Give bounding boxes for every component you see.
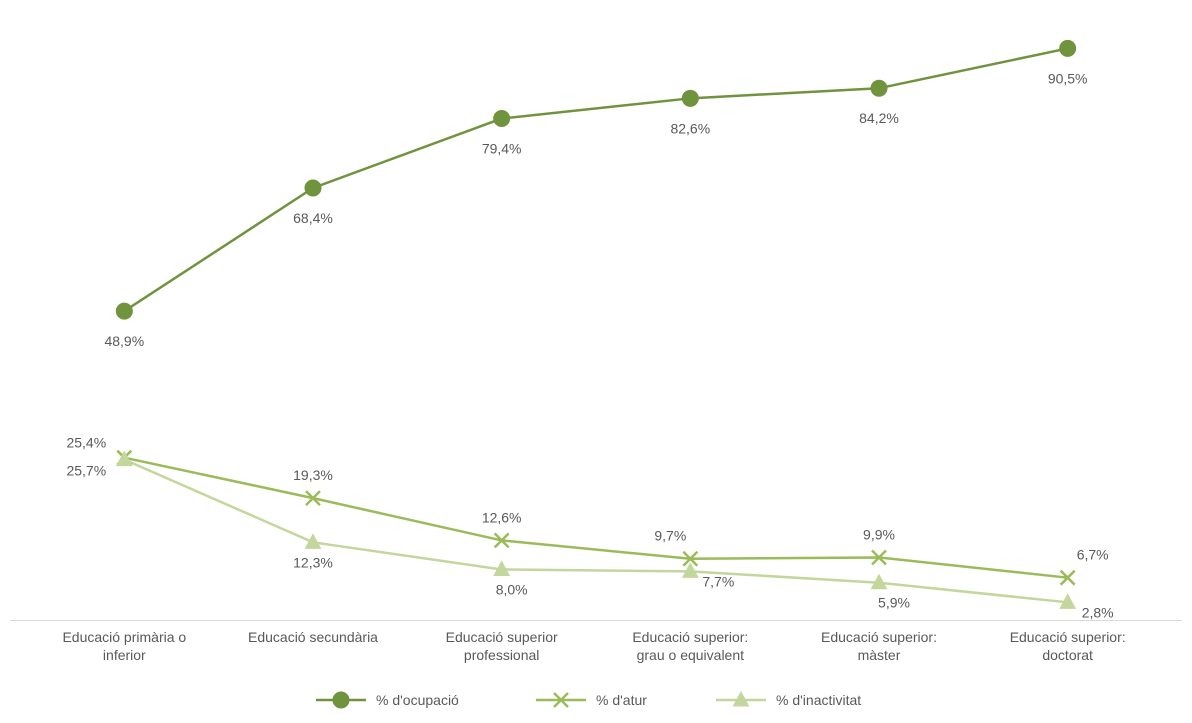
- data-point: 6,7%: [1061, 547, 1109, 585]
- svg-text:Educació superior:: Educació superior:: [632, 629, 748, 645]
- x-axis-label: Educació superior: grau o equivalent: [632, 629, 748, 663]
- series-line: [124, 460, 1067, 603]
- x-axis-label: Educació superior professional: [446, 629, 558, 663]
- data-label: 12,3%: [293, 554, 333, 570]
- line-chart: Educació primària o inferior Educació secu…: [0, 0, 1192, 723]
- legend-label: % d'inactivitat: [776, 692, 861, 708]
- data-point: 8,0%: [494, 561, 528, 597]
- data-label: 79,4%: [482, 141, 522, 157]
- legend-label: % d'ocupació: [376, 692, 459, 708]
- svg-text:Educació superior:: Educació superior:: [821, 629, 937, 645]
- data-label: 68,4%: [293, 210, 333, 226]
- svg-text:Educació secundària: Educació secundària: [248, 629, 378, 645]
- data-point: 9,7%: [654, 528, 697, 566]
- legend-label: % d'atur: [596, 692, 647, 708]
- svg-text:doctorat: doctorat: [1042, 647, 1093, 663]
- x-axis-label: Educació secundària: [248, 629, 378, 645]
- data-label: 9,9%: [863, 526, 895, 542]
- data-point: 48,9%: [104, 303, 144, 349]
- data-point: 12,3%: [293, 534, 333, 570]
- data-point: 84,2%: [859, 80, 899, 126]
- svg-text:Educació superior: Educació superior: [446, 629, 558, 645]
- data-label: 84,2%: [859, 110, 899, 126]
- data-label: 6,7%: [1077, 547, 1109, 563]
- data-label: 7,7%: [702, 573, 734, 589]
- svg-text:grau o equivalent: grau o equivalent: [637, 647, 745, 663]
- data-label: 12,6%: [482, 509, 522, 525]
- legend-item: % d'inactivitat: [716, 692, 861, 708]
- data-label: 19,3%: [293, 467, 333, 483]
- legend-item: % d'ocupació: [316, 692, 459, 708]
- data-label: 2,8%: [1082, 604, 1114, 620]
- series-line: [124, 48, 1067, 311]
- data-label: 82,6%: [670, 120, 710, 136]
- data-label: 25,7%: [66, 463, 106, 479]
- data-point: 7,7%: [683, 563, 735, 589]
- x-axis-label: Educació primària o inferior: [62, 629, 186, 663]
- data-point: 19,3%: [293, 467, 333, 505]
- series-line: [124, 458, 1067, 578]
- svg-text:Educació superior:: Educació superior:: [1010, 629, 1126, 645]
- data-point: 2,8%: [1060, 594, 1114, 620]
- svg-text:màster: màster: [858, 647, 901, 663]
- data-label: 48,9%: [104, 333, 144, 349]
- svg-text:inferior: inferior: [103, 647, 146, 663]
- chart-svg: Educació primària o inferior Educació secu…: [0, 0, 1192, 723]
- x-axis-label: Educació superior: doctorat: [1010, 629, 1126, 663]
- svg-text:Educació primària o: Educació primària o: [62, 629, 186, 645]
- data-label: 5,9%: [878, 595, 910, 611]
- data-label: 25,4%: [66, 435, 106, 451]
- data-label: 8,0%: [496, 581, 528, 597]
- legend-item: % d'atur: [536, 692, 647, 708]
- data-point: 5,9%: [871, 575, 910, 611]
- data-label: 9,7%: [654, 528, 686, 544]
- data-point: 68,4%: [293, 180, 333, 226]
- data-point: 25,4%: [66, 435, 131, 466]
- data-label: 90,5%: [1048, 70, 1088, 86]
- x-axis-label: Educació superior: màster: [821, 629, 937, 663]
- data-point: 90,5%: [1048, 40, 1088, 86]
- svg-text:professional: professional: [464, 647, 540, 663]
